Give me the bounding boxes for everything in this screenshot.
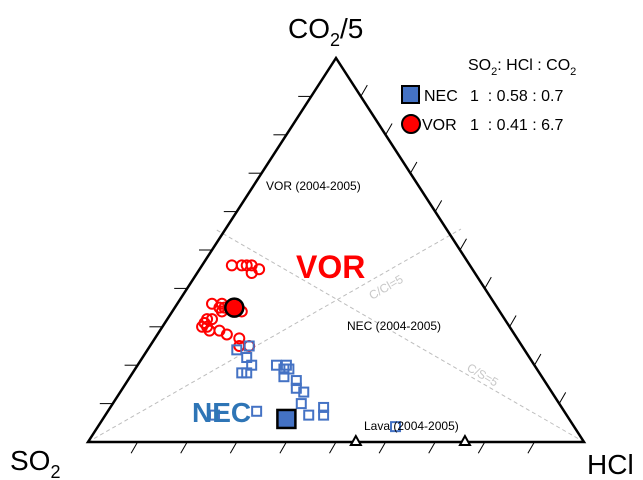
average-markers [224,297,297,430]
legend-header-so: SO [468,57,491,74]
legend-nec-square [401,85,420,104]
corner-label-top: CO2/5 [288,13,363,50]
label-vor-period: VOR (2004-2005) [266,179,361,193]
label-nec-period: NEC (2004-2005) [347,319,441,333]
nec-data-point [208,409,220,421]
data-points [196,259,472,446]
label-nec-big: NEC [192,397,251,428]
vor-data-point [253,263,266,276]
lava-data-point [458,433,472,446]
tick-mark [558,392,567,404]
legend-vor-circle [401,114,421,134]
vor-data-point [196,320,209,333]
tick-mark [279,441,287,454]
nec-data-point [295,398,307,410]
legend-vor-name: VOR [422,117,457,134]
legend-nec-name: NEC [424,88,458,105]
corner-bl-subscript: 2 [50,462,60,480]
ratio-line-c-s-5 [87,228,462,443]
tick-mark [428,441,436,454]
vor-data-point [225,259,238,272]
ternary-ticks [99,84,567,454]
tick-mark [385,123,393,136]
nec-data-point [278,371,290,383]
vor-data-point [233,332,246,345]
nec-data-point [280,359,292,371]
nec-average-marker [276,408,297,430]
tick-mark [527,441,535,454]
tick-mark [329,441,337,454]
legend-header-mid: : HCl : CO [497,57,570,74]
nec-data-point [231,344,243,356]
legend-header-so-sub: 2 [491,66,497,78]
tick-mark [509,315,517,328]
corner-label-bottom-left: SO2 [10,445,60,480]
legend-vor-ratios: 1 : 0.41 : 6.7 [470,117,564,134]
nec-data-point [290,375,302,387]
ratio-label-c-s-5: C/S=5 [465,360,501,389]
ratio-line-c-cl-5 [214,228,585,443]
tick-mark [229,441,238,454]
corner-top-main: CO [288,13,330,44]
legend-header: SO2: HCl : CO2 [468,57,576,78]
tick-mark [409,161,418,174]
tick-mark [378,441,387,454]
corner-top-subscript: 2 [330,30,340,50]
corner-top-suffix: /5 [340,13,363,44]
tick-mark [477,441,486,454]
nec-data-point [318,401,330,413]
corner-label-bottom-right: HCl [587,449,634,480]
lava-data-point [349,433,363,446]
nec-data-point [318,409,330,421]
legend: SO2: HCl : CO2 NEC 1 : 0.58 : 0.7 VOR 1 … [401,57,576,134]
legend-header-co-sub: 2 [570,66,576,78]
label-vor-big: VOR [296,249,365,285]
tick-mark [434,200,443,212]
tick-mark [130,441,139,454]
tick-mark [533,353,542,366]
nec-data-point [390,421,402,433]
ratio-label-c-cl-5: C/Cl=5 [367,272,406,303]
label-lava-period: Lava (2004-2005) [364,419,459,433]
nec-data-point [241,367,253,379]
legend-nec-ratios: 1 : 0.58 : 0.7 [470,88,564,105]
nec-data-point [303,409,315,421]
corner-bl-main: SO [10,445,50,476]
nec-data-point [298,386,310,398]
tick-mark [360,84,368,97]
tick-mark [180,441,188,454]
tick-mark [484,276,492,289]
vor-average-marker [224,297,245,318]
vor-data-point [220,328,233,341]
nec-data-point [251,405,263,417]
tick-mark [459,238,467,251]
nec-data-point [243,340,255,352]
